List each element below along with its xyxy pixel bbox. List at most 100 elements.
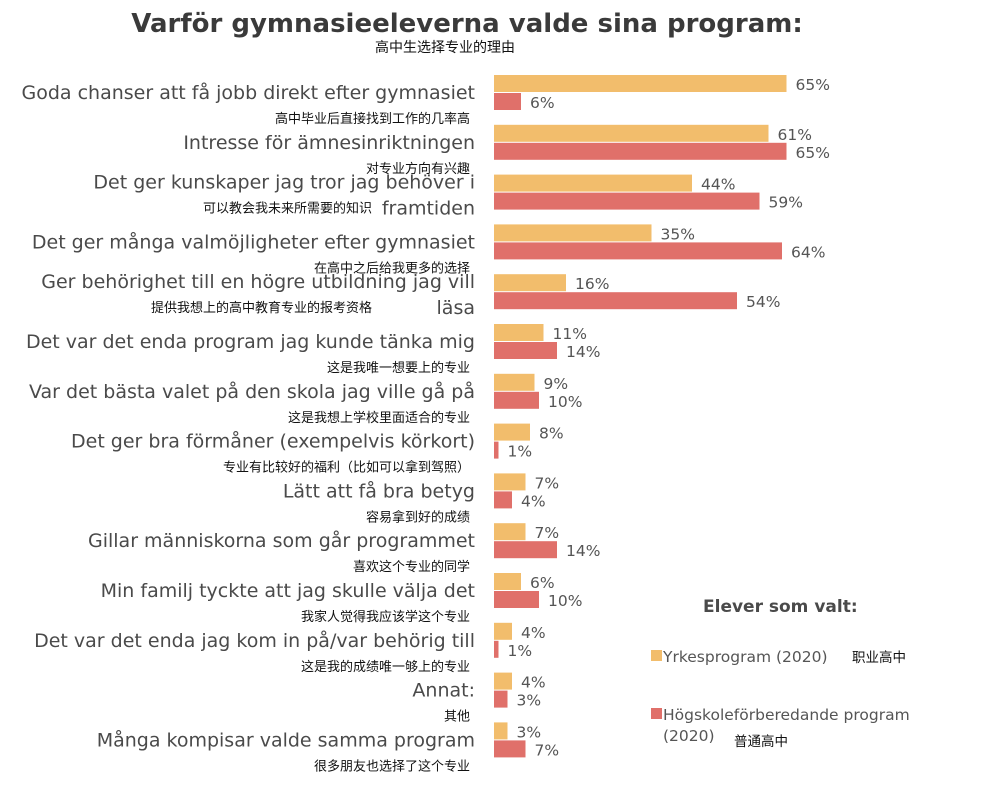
bar-hogskoleforberedande-5 (494, 292, 737, 310)
bar-hogskoleforberedande-14 (494, 740, 526, 758)
value-label-hogskoleforberedande-3: 59% (769, 194, 803, 212)
bar-hogskoleforberedande-13 (494, 690, 508, 708)
category-label-9: Lätt att få bra betyg (283, 479, 475, 502)
category-label-11: Min familj tyckte att jag skulle välja d… (101, 580, 475, 602)
bar-yrkesprogram-9 (494, 473, 526, 491)
bar-hogskoleforberedande-1 (494, 93, 521, 110)
chart-title: Varför gymnasieeleverna valde sina progr… (131, 9, 803, 39)
bar-yrkesprogram-3 (494, 174, 692, 192)
bar-hogskoleforberedande-4 (494, 242, 782, 260)
value-label-yrkesprogram-6: 11% (553, 325, 587, 343)
value-label-yrkesprogram-10: 7% (535, 524, 560, 542)
value-label-hogskoleforberedande-8: 1% (508, 443, 533, 461)
category-labels: Goda chanser att få jobb direkt efter gy… (22, 81, 476, 774)
value-label-hogskoleforberedande-1: 6% (530, 94, 555, 112)
value-label-hogskoleforberedande-4: 64% (791, 243, 825, 261)
legend-label-hogskoleforberedande-year: (2020) (663, 727, 715, 745)
category-label-zh-2: 对专业方向有兴趣 (366, 161, 470, 177)
value-label-hogskoleforberedande-5: 54% (746, 293, 780, 311)
category-label-4: Det ger många valmöjligheter efter gymna… (32, 230, 475, 253)
value-label-yrkesprogram-9: 7% (535, 474, 560, 492)
category-label-5: Ger behörighet till en högre utbildning … (41, 271, 475, 293)
value-label-hogskoleforberedande-14: 7% (535, 741, 560, 759)
category-label-7: Var det bästa valet på den skola jag vil… (29, 380, 475, 403)
chart-subtitle: 高中生选择专业的理由 (375, 39, 515, 56)
category-label-zh-13: 其他 (444, 710, 470, 725)
category-label-3-cont: framtiden (382, 198, 475, 220)
bar-yrkesprogram-12 (494, 622, 512, 640)
bar-yrkesprogram-5 (494, 274, 566, 292)
value-label-hogskoleforberedande-9: 4% (521, 492, 546, 510)
category-label-3: Det ger kunskaper jag tror jag behöver i (93, 172, 475, 194)
bar-yrkesprogram-8 (494, 423, 530, 441)
category-label-zh-10: 喜欢这个专业的同学 (353, 559, 470, 575)
category-label-zh-8: 专业有比较好的福利（比如可以拿到驾照） (223, 460, 470, 476)
category-label-8: Det ger bra förmåner (exempelvis körkort… (71, 430, 475, 453)
value-label-yrkesprogram-7: 9% (544, 375, 569, 393)
value-label-hogskoleforberedande-13: 3% (517, 692, 542, 710)
category-label-5-cont: läsa (437, 297, 475, 319)
category-label-10: Gillar människorna som går programmet (88, 529, 475, 552)
category-label-zh-11: 我家人觉得我应该学这个专业 (301, 609, 470, 625)
bar-hogskoleforberedande-6 (494, 342, 557, 359)
value-label-yrkesprogram-12: 4% (521, 624, 546, 642)
category-label-14: Många kompisar valde samma program (97, 728, 475, 751)
value-label-yrkesprogram-13: 4% (521, 674, 546, 692)
bar-hogskoleforberedande-7 (494, 391, 539, 409)
category-label-zh-14: 很多朋友也选择了这个专业 (314, 758, 470, 774)
bar-yrkesprogram-11 (494, 573, 521, 590)
value-label-hogskoleforberedande-12: 1% (508, 642, 533, 660)
value-label-yrkesprogram-14: 3% (517, 723, 542, 741)
bar-yrkesprogram-10 (494, 523, 526, 541)
value-label-yrkesprogram-3: 44% (701, 176, 735, 194)
legend-label-yrkesprogram-zh: 职业高中 (852, 649, 906, 666)
category-label-6: Det var det enda program jag kunde tänka… (26, 331, 475, 353)
category-label-2: Intresse för ämnesinriktningen (183, 132, 475, 154)
legend-swatch-hogskoleforberedande (651, 708, 662, 719)
category-label-zh-1: 高中毕业后直接找到工作的几率高 (275, 111, 470, 127)
category-label-1: Goda chanser att få jobb direkt efter gy… (22, 81, 476, 104)
category-label-zh-4: 在高中之后给我更多的选择 (314, 260, 470, 276)
bar-hogskoleforberedande-11 (494, 591, 539, 608)
bar-hogskoleforberedande-2 (494, 142, 787, 160)
legend-label-hogskoleforberedande: Högskoleförberedande program (663, 706, 910, 724)
value-label-hogskoleforberedande-7: 10% (548, 393, 582, 411)
legend: Elever som valt: Yrkesprogram (2020) 职业高… (651, 597, 910, 750)
category-label-zh-6: 这是我唯一想要上的专业 (327, 360, 470, 376)
value-label-yrkesprogram-2: 61% (778, 126, 812, 144)
value-label-yrkesprogram-1: 65% (796, 76, 830, 94)
legend-label-yrkesprogram: Yrkesprogram (2020) (662, 648, 828, 666)
bar-yrkesprogram-14 (494, 722, 508, 740)
value-label-hogskoleforberedande-11: 10% (548, 592, 582, 610)
category-label-12: Det var det enda jag kom in på/var behör… (34, 629, 475, 652)
category-label-zh-3: 可以教会我未来所需要的知识 (203, 201, 372, 217)
bar-yrkesprogram-7 (494, 373, 535, 391)
category-label-zh-7: 这是我想上学校里面适合的专业 (288, 410, 470, 426)
value-label-yrkesprogram-8: 8% (539, 425, 564, 443)
category-label-zh-9: 容易拿到好的成绩 (366, 509, 470, 525)
bar-hogskoleforberedande-10 (494, 541, 557, 559)
bar-yrkesprogram-6 (494, 324, 544, 341)
bar-yrkesprogram-1 (494, 75, 787, 92)
value-label-yrkesprogram-5: 16% (575, 275, 609, 293)
category-label-13: Annat: (412, 680, 475, 702)
value-label-hogskoleforberedande-6: 14% (566, 343, 600, 361)
value-label-yrkesprogram-4: 35% (661, 225, 695, 243)
legend-swatch-yrkesprogram (651, 650, 662, 661)
category-label-zh-5: 提供我想上的高中教育专业的报考资格 (151, 300, 372, 316)
value-label-hogskoleforberedande-10: 14% (566, 542, 600, 560)
value-label-hogskoleforberedande-2: 65% (796, 144, 830, 162)
bars-layer: 65%6%61%65%44%59%35%64%16%54%11%14%9%10%… (494, 75, 830, 759)
value-label-yrkesprogram-11: 6% (530, 574, 555, 592)
legend-title: Elever som valt: (703, 597, 858, 617)
bar-hogskoleforberedande-9 (494, 491, 512, 509)
bar-yrkesprogram-4 (494, 224, 652, 242)
category-label-zh-12: 这是我的成绩唯一够上的专业 (301, 659, 470, 675)
bar-yrkesprogram-13 (494, 672, 512, 690)
bar-hogskoleforberedande-3 (494, 192, 760, 210)
legend-label-hogskoleforberedande-zh: 普通高中 (734, 733, 788, 750)
bar-hogskoleforberedande-8 (494, 441, 499, 459)
bar-yrkesprogram-2 (494, 124, 769, 142)
bar-hogskoleforberedande-12 (494, 640, 499, 658)
